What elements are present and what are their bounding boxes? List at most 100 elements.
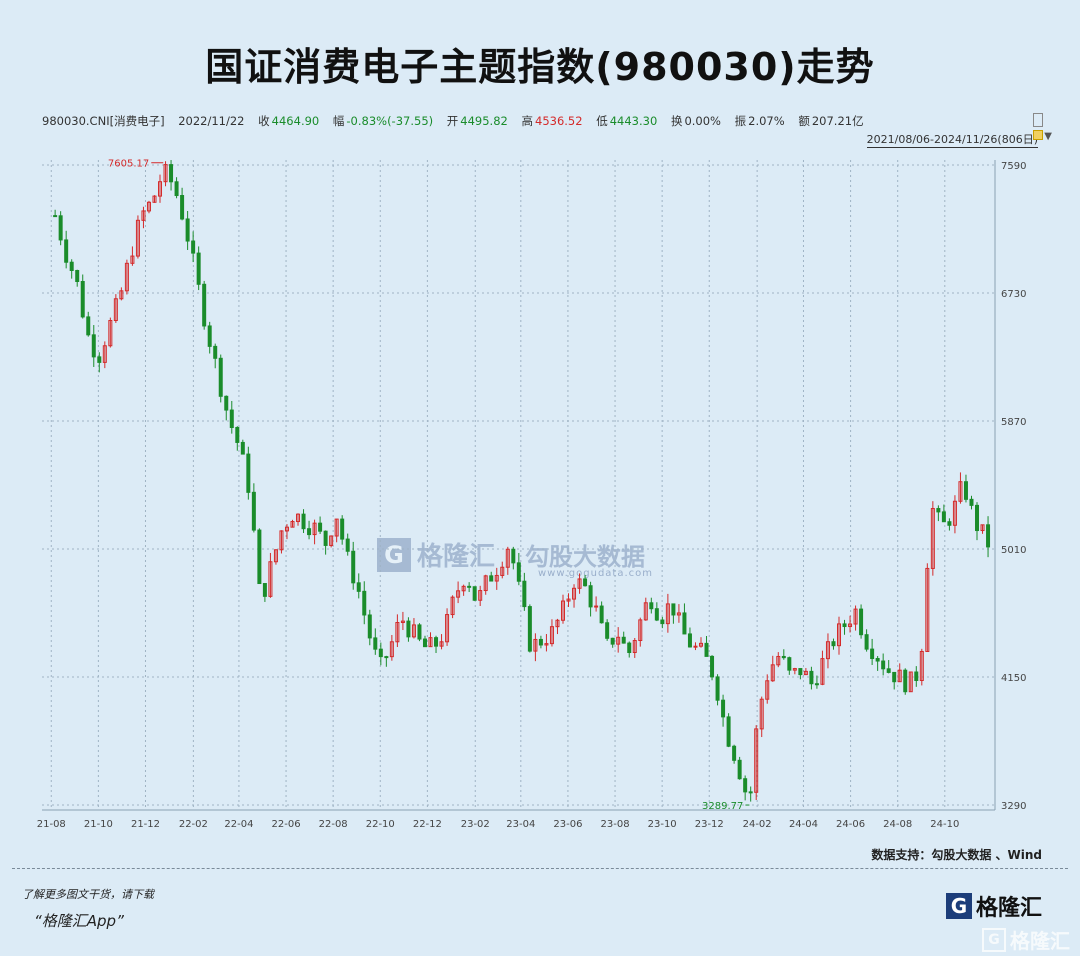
candle-body bbox=[102, 345, 107, 363]
change-label: 幅 bbox=[332, 114, 345, 128]
low-value: 4443.30 bbox=[609, 114, 658, 128]
candle-body bbox=[676, 612, 681, 616]
candle-body bbox=[483, 575, 488, 592]
candle-body bbox=[235, 427, 240, 443]
center-watermark: G 格隆汇 勾股大数据 bbox=[377, 536, 645, 573]
candle-body bbox=[566, 598, 571, 602]
candle-body bbox=[389, 641, 394, 658]
candle-body bbox=[500, 566, 505, 576]
candle-body bbox=[665, 603, 670, 625]
candle-body bbox=[765, 680, 770, 700]
candle-body bbox=[527, 606, 532, 652]
candle-body bbox=[980, 524, 985, 532]
candle-body bbox=[124, 262, 129, 292]
candle-body bbox=[334, 518, 339, 537]
candle-body bbox=[472, 586, 477, 601]
candle-body bbox=[875, 658, 880, 662]
candle-body bbox=[307, 528, 312, 536]
candle-body bbox=[185, 218, 190, 242]
candle-body bbox=[975, 504, 980, 532]
y-tick-label: 6730 bbox=[1001, 289, 1026, 300]
candle-body bbox=[97, 356, 102, 363]
candle-body bbox=[599, 605, 604, 624]
y-tick-label: 5870 bbox=[1001, 417, 1026, 428]
candle-body bbox=[130, 255, 135, 264]
quote-date: 2022/11/22 bbox=[178, 114, 245, 128]
candle-body bbox=[80, 281, 85, 318]
candle-body bbox=[803, 670, 808, 676]
change-value: -0.83%(-37.55) bbox=[346, 114, 434, 128]
candle-body bbox=[284, 526, 289, 532]
candle-body bbox=[837, 623, 842, 647]
candle-body bbox=[864, 634, 869, 650]
turnover-label: 换 bbox=[670, 114, 683, 128]
candle-body bbox=[356, 582, 361, 592]
candle-body bbox=[560, 600, 565, 621]
candle-body bbox=[842, 623, 847, 628]
candle-body bbox=[489, 575, 494, 582]
candle-body bbox=[340, 518, 345, 540]
candle-body bbox=[969, 498, 974, 506]
candle-body bbox=[958, 481, 963, 502]
candle-body bbox=[362, 590, 367, 616]
candle-body bbox=[91, 334, 96, 358]
candle-body bbox=[53, 215, 58, 218]
page-title: 国证消费电子主题指数(980030)走势 bbox=[205, 45, 875, 89]
candle-body bbox=[621, 636, 626, 644]
amplitude-label: 振 bbox=[734, 114, 747, 128]
candle-body bbox=[191, 240, 196, 254]
candle-body bbox=[870, 648, 875, 660]
y-tick-label: 4150 bbox=[1001, 673, 1026, 684]
candle-body bbox=[941, 511, 946, 523]
candle-body bbox=[461, 585, 466, 592]
candle-body bbox=[814, 683, 819, 686]
candle-body bbox=[748, 791, 753, 794]
x-tick-label: 23-02 bbox=[461, 819, 490, 830]
candle-body bbox=[881, 660, 886, 670]
amplitude-value: 2.07% bbox=[748, 114, 785, 128]
candle-body bbox=[925, 567, 930, 652]
dropdown-arrow-icon[interactable]: ▼ bbox=[1044, 131, 1052, 142]
x-tick-label: 22-06 bbox=[272, 819, 301, 830]
candle-body bbox=[583, 578, 588, 587]
candle-body bbox=[952, 500, 957, 526]
candle-body bbox=[831, 641, 836, 647]
candle-body bbox=[257, 529, 262, 585]
candle-body bbox=[710, 655, 715, 678]
close-label: 收 bbox=[258, 114, 270, 128]
candle-body bbox=[351, 550, 356, 584]
candle-body bbox=[174, 181, 179, 197]
candle-body bbox=[594, 605, 599, 608]
x-tick-label: 24-10 bbox=[930, 819, 959, 830]
candle-body bbox=[86, 316, 91, 336]
annotation-high: 7605.17 bbox=[108, 159, 149, 170]
x-tick-label: 22-04 bbox=[224, 819, 253, 830]
candle-body bbox=[533, 638, 538, 652]
candle-body bbox=[754, 728, 759, 793]
candle-body bbox=[930, 508, 935, 569]
candle-body bbox=[715, 676, 720, 701]
candle-body bbox=[69, 261, 74, 271]
candle-body bbox=[329, 535, 334, 546]
settings-icon[interactable] bbox=[1033, 113, 1043, 127]
candle-body bbox=[721, 699, 726, 718]
candle-body bbox=[439, 641, 444, 647]
candle-body bbox=[671, 603, 676, 616]
x-tick-label: 24-02 bbox=[743, 819, 772, 830]
candle-body bbox=[726, 716, 731, 747]
candle-body bbox=[378, 648, 383, 658]
candle-body bbox=[384, 656, 389, 659]
candle-body bbox=[654, 608, 659, 621]
x-tick-label: 23-08 bbox=[601, 819, 630, 830]
corner-watermark-icon: G bbox=[982, 927, 1006, 952]
index-code: 980030.CNI[消费电子] bbox=[42, 114, 165, 128]
lock-icon bbox=[1033, 130, 1043, 140]
y-tick-label: 5010 bbox=[1001, 545, 1026, 556]
candle-body bbox=[549, 626, 554, 645]
date-range-selector[interactable]: 2021/08/06-2024/11/26(806日) bbox=[866, 133, 1038, 148]
candle-body bbox=[848, 623, 853, 628]
candle-body bbox=[323, 530, 328, 546]
open-label: 开 bbox=[446, 114, 459, 128]
x-tick-label: 23-12 bbox=[695, 819, 724, 830]
candle-body bbox=[428, 637, 433, 648]
